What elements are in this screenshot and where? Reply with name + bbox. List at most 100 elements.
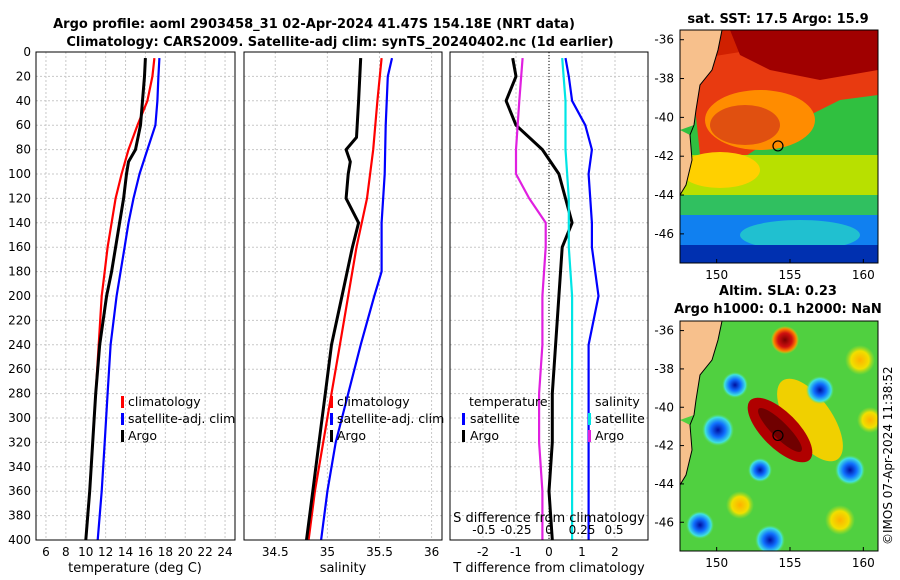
temperature-grid bbox=[36, 51, 235, 541]
sst-map-box bbox=[679, 29, 879, 264]
sla-land-south bbox=[680, 420, 692, 485]
ytick-label: 240 bbox=[8, 338, 31, 352]
salinity-axes-box bbox=[243, 51, 443, 541]
map-xtick-label: 150 bbox=[705, 556, 728, 570]
xtick-label: 36 bbox=[424, 545, 439, 559]
ytick-label: 220 bbox=[8, 313, 31, 327]
map-ytick-label: -38 bbox=[654, 72, 674, 86]
xtick-label: 35.5 bbox=[366, 545, 393, 559]
sla-blue-eddy-6 bbox=[686, 511, 714, 539]
sst-map-ticks: 150 155 160 -36 -38 -40 -42 -44 -46 bbox=[654, 33, 874, 282]
legend-label-t-satellite: satellite bbox=[470, 411, 520, 426]
sla-argo-marker bbox=[772, 429, 784, 442]
series-line-satellite-adj-clim bbox=[320, 57, 394, 540]
sla-map-subtitle: Argo h1000: 0.1 h2000: NaN bbox=[674, 302, 882, 317]
salinity-ticks: 34.5 35 35.5 36 bbox=[262, 545, 439, 559]
map-ytick-label: -46 bbox=[654, 227, 674, 241]
series-line-argo bbox=[305, 58, 363, 540]
s-difference-ticks: -0.5 -0.25 0 0.25 0.5 bbox=[472, 523, 623, 537]
xtick-label: 2 bbox=[611, 545, 619, 559]
sla-blue-eddy-7 bbox=[755, 525, 785, 551]
sla-coastline bbox=[680, 321, 723, 486]
map-ytick-label: -42 bbox=[654, 439, 674, 453]
sla-blue-eddy-5 bbox=[835, 455, 865, 485]
ytick-label: 300 bbox=[8, 411, 31, 425]
sst-land-north bbox=[680, 30, 722, 130]
legend-swatch-s-satellite bbox=[588, 413, 591, 425]
sla-map-field bbox=[680, 321, 878, 551]
legend-label-satellite: satellite-adj. clim bbox=[128, 411, 235, 426]
temperature-xlabel: temperature (deg C) bbox=[68, 561, 202, 576]
ytick-label: 100 bbox=[8, 167, 31, 181]
salinity-legend: climatology satellite-adj. clim Argo bbox=[330, 394, 444, 443]
xtick-label: 35 bbox=[320, 545, 335, 559]
sst-hot-core bbox=[730, 30, 878, 80]
xtick-label: 10 bbox=[78, 545, 93, 559]
sst-deep-band bbox=[680, 245, 878, 263]
sla-yellow-eddy-1 bbox=[845, 345, 875, 375]
ytick-label: 200 bbox=[8, 289, 31, 303]
sst-argo-marker bbox=[772, 140, 784, 152]
map-ytick-label: -42 bbox=[654, 149, 674, 163]
xtick-label: 8 bbox=[62, 545, 70, 559]
salinity-panel: 34.5 35 35.5 36 salinity climatology satell… bbox=[243, 51, 444, 576]
sla-map-title: Altim. SLA: 0.23 bbox=[719, 284, 837, 299]
map-xtick-label: 150 bbox=[705, 268, 728, 282]
ytick-label: 260 bbox=[8, 362, 31, 376]
map-ytick-label: -40 bbox=[654, 400, 674, 414]
sla-map-box bbox=[679, 320, 879, 552]
legend-swatch-s-argo bbox=[588, 430, 591, 442]
sst-land-south bbox=[680, 130, 692, 195]
sla-red-eddy-1 bbox=[771, 326, 799, 354]
s-difference-xlabel: S difference from climatology bbox=[453, 511, 645, 526]
ytick-label: 280 bbox=[8, 387, 31, 401]
difference-axes-box bbox=[449, 51, 649, 541]
xtick-label: 34.5 bbox=[262, 545, 289, 559]
map-xtick-label: 160 bbox=[852, 556, 875, 570]
map-ytick-label: -44 bbox=[654, 477, 674, 491]
ytick-label: 360 bbox=[8, 484, 31, 498]
legend-label-s-argo: Argo bbox=[595, 428, 624, 443]
xtick-label: 22 bbox=[198, 545, 213, 559]
xtick-label: 0 bbox=[545, 545, 553, 559]
xtick-label: 18 bbox=[158, 545, 173, 559]
legend-title-temperature: temperature bbox=[469, 394, 548, 409]
legend-swatch-argo bbox=[330, 430, 333, 442]
s-xtick-label: -0.25 bbox=[500, 523, 531, 537]
ytick-label: 40 bbox=[16, 94, 31, 108]
difference-legend: temperature satellite Argo salinity sate… bbox=[462, 394, 645, 443]
s-xtick-label: 0.5 bbox=[604, 523, 623, 537]
legend-label-climatology: climatology bbox=[128, 394, 201, 409]
sla-yellow-eddy-3 bbox=[825, 505, 855, 535]
imos-watermark: ©IMOS 07-Apr-2024 11:38:52 bbox=[881, 366, 895, 545]
s-xtick-label: -0.5 bbox=[472, 523, 495, 537]
map-xtick-label: 160 bbox=[852, 268, 875, 282]
series-line-salinity-argo bbox=[514, 58, 547, 540]
ytick-label: 120 bbox=[8, 191, 31, 205]
legend-label-climatology: climatology bbox=[337, 394, 410, 409]
sst-yellow-patch bbox=[680, 152, 760, 188]
xtick-label: 20 bbox=[178, 545, 193, 559]
salinity-lines bbox=[305, 57, 394, 540]
temperature-ticks: 0 20 40 60 80 100 120 140 160 180 200 220 240 260 280 3… bbox=[8, 45, 233, 559]
legend-label-argo: Argo bbox=[337, 428, 366, 443]
sst-map-title: sat. SST: 17.5 Argo: 15.9 bbox=[687, 12, 868, 27]
ytick-label: 0 bbox=[23, 45, 31, 59]
ytick-label: 20 bbox=[16, 69, 31, 83]
map-ytick-label: -46 bbox=[654, 515, 674, 529]
sla-map-panel: Altim. SLA: 0.23 Argo h1000: 0.1 h2000: … bbox=[654, 284, 882, 570]
ytick-label: 400 bbox=[8, 533, 31, 547]
sla-yellow-eddy-4 bbox=[857, 407, 878, 433]
map-ytick-label: -40 bbox=[654, 110, 674, 124]
map-ytick-label: -36 bbox=[654, 33, 674, 47]
title-line-2: Climatology: CARS2009. Satellite-adj cli… bbox=[66, 35, 613, 50]
legend-swatch-climatology bbox=[330, 396, 333, 408]
temperature-lines bbox=[84, 57, 161, 540]
temperature-axes-box bbox=[35, 51, 236, 541]
ytick-label: 60 bbox=[16, 118, 31, 132]
ytick-label: 340 bbox=[8, 460, 31, 474]
sst-map-field bbox=[680, 30, 878, 263]
legend-swatch-argo bbox=[121, 430, 124, 442]
sst-cyan-patch bbox=[740, 220, 860, 250]
s-xtick-label: 0.25 bbox=[569, 523, 596, 537]
